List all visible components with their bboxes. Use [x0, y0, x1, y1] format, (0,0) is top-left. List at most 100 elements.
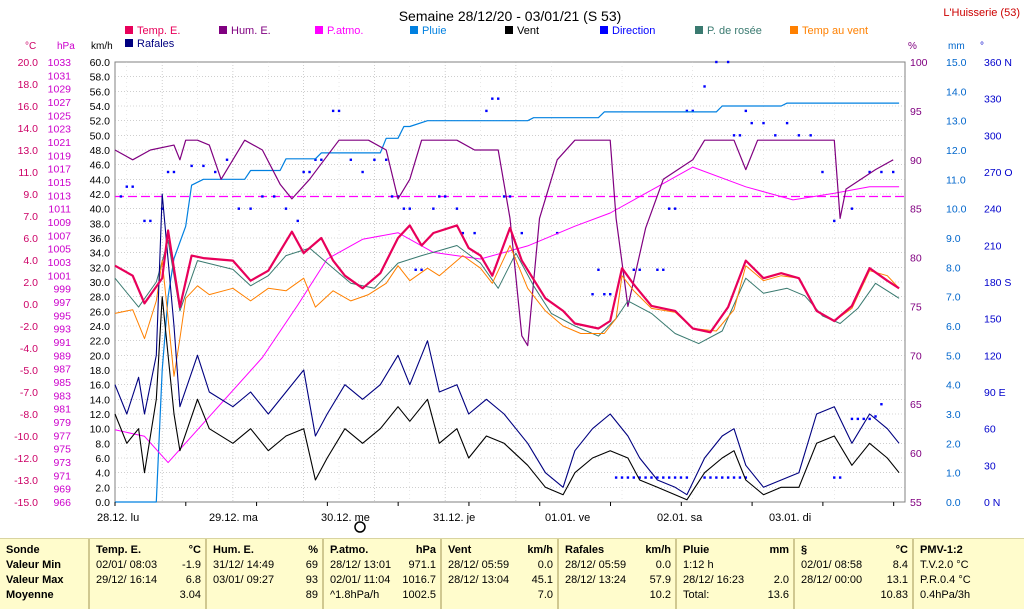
dir-tick-label: 210 [984, 240, 1002, 252]
rain-tick-label: 12.0 [946, 145, 967, 157]
stats-value: 13.6 [767, 589, 789, 601]
day-label: 31.12. je [433, 512, 475, 524]
rain-tick-label: 8.0 [946, 262, 961, 274]
direction-point [149, 219, 152, 223]
direction-point [284, 207, 288, 210]
direction-point [461, 231, 465, 235]
direction-point [314, 158, 317, 161]
stats-date: 02/01/ 11:04 [330, 574, 391, 586]
direction-point [679, 476, 683, 479]
direction-point [491, 97, 494, 100]
stats-value: 0.0 [537, 559, 553, 571]
temp-tick-label: -13.0 [14, 475, 38, 487]
direction-point [667, 207, 671, 210]
stats-row: 02/01/ 08:03 -1.9 [96, 558, 201, 573]
stats-date: 1:12 h [683, 559, 714, 571]
direction-point [715, 60, 718, 64]
wind-tick-label: 16.0 [90, 380, 111, 392]
rain-tick-label: 5.0 [946, 350, 961, 362]
stats-row: 28/12/ 00:00 13.1 [801, 573, 908, 588]
wind-tick-label: 50.0 [90, 130, 111, 142]
direction-point [597, 268, 600, 271]
stats-date: 28/12/ 05:59 [448, 559, 510, 571]
temp-tick-label: 6.0 [23, 233, 38, 245]
dir-axis-unit: ° [980, 41, 984, 52]
axis-labels: °C 20.0 18.0 16.0 14.0 13.0 11.0 9.0 7.0 6.0 4.0 2.… [14, 41, 1013, 509]
stats-block: P.atmo. hPa 28/12/ 13:01 971.1 02/01/ 11:04 1… [322, 539, 440, 609]
rain-tick-label: 0.0 [946, 497, 961, 509]
dir-tick-label: 300 [984, 130, 1002, 142]
wind-tick-label: 44.0 [90, 174, 111, 186]
stats-row: 28/12/ 13:01 971.1 [330, 558, 436, 573]
stats-row: Total: 13.6 [683, 588, 789, 603]
direction-point [420, 268, 423, 271]
wind-tick-label: 60.0 [90, 57, 111, 69]
press-tick-label: 1033 [48, 57, 72, 69]
direction-point [774, 134, 777, 137]
legend-label: Hum. E. [231, 25, 271, 37]
temp-tick-label: -10.0 [14, 431, 38, 443]
stats-panel: Sonde Valeur Min Valeur Max Moyenne Temp. E.… [0, 538, 1024, 609]
direction-point [650, 476, 653, 479]
stats-label: T.V.2.0 °C [920, 559, 969, 571]
rain-tick-label: 15.0 [946, 57, 967, 69]
direction-point [603, 293, 606, 296]
dir-tick-label: 240 [984, 204, 1002, 216]
direction-point [744, 476, 748, 479]
hum-tick-label: 75 [910, 301, 922, 313]
stats-row: 28/12/ 05:59 0.0 [565, 558, 671, 573]
temp-tick-label: -8.0 [20, 409, 38, 421]
stats-value: 13.1 [886, 574, 908, 586]
direction-point [638, 476, 641, 479]
temp-tick-label: -2.0 [20, 321, 38, 333]
legend-label: P. de rosée [707, 25, 762, 37]
direction-point [473, 231, 476, 235]
rain-tick-label: 6.0 [946, 321, 961, 333]
direction-point [119, 195, 123, 198]
temp-tick-label: 2.0 [23, 277, 38, 289]
stats-row: Valeur Min [6, 558, 84, 573]
wind-tick-label: 2.0 [95, 482, 110, 494]
direction-point [762, 121, 765, 125]
dir-tick-label: 180 S [984, 277, 1011, 289]
current-time-marker [354, 521, 366, 533]
direction-point [296, 219, 299, 223]
stats-value: 45.1 [531, 574, 553, 586]
day-label: 01.01. ve [545, 512, 590, 524]
direction-point [214, 170, 217, 174]
legend-label: Pluie [422, 25, 446, 37]
stats-row: 03/01/ 09:27 93 [213, 573, 318, 588]
direction-point [166, 170, 170, 174]
direction-point [384, 158, 388, 161]
day-label: 29.12. ma [209, 512, 259, 524]
direction-point [261, 195, 264, 198]
legend-label: Temp au vent [802, 25, 868, 37]
series-temp-e- [114, 224, 900, 334]
stats-value: 8.4 [892, 559, 908, 571]
temp-tick-label: 4.0 [23, 255, 38, 267]
stats-date: 31/12/ 14:49 [213, 559, 275, 571]
wind-tick-label: 58.0 [90, 72, 111, 84]
direction-point [225, 158, 229, 161]
stats-date: 28/12/ 16:23 [683, 574, 745, 586]
weather-chart: Semaine 28/12/20 - 03/01/21 (S 53) L'Hui… [14, 7, 1020, 533]
stats-unit: mm [769, 544, 789, 556]
direction-point [331, 109, 335, 113]
stats-date: 28/12/ 13:01 [330, 559, 392, 571]
direction-point [632, 476, 636, 479]
stats-row: 3.04 [96, 588, 201, 603]
temp-tick-label: -4.0 [20, 343, 38, 355]
stats-date: 28/12/ 00:00 [801, 574, 863, 586]
wind-tick-label: 56.0 [90, 86, 111, 98]
stats-title: Pluie [683, 544, 710, 556]
direction-point [361, 170, 364, 174]
direction-point [691, 109, 694, 113]
direction-point [349, 158, 353, 161]
direction-point [850, 207, 854, 210]
direction-point [320, 158, 323, 161]
direction-point [644, 476, 647, 479]
stats-row: T.V.2.0 °C [920, 558, 1020, 573]
direction-point [703, 85, 706, 88]
dir-tick-label: 150 [984, 314, 1002, 326]
direction-point [202, 164, 205, 168]
